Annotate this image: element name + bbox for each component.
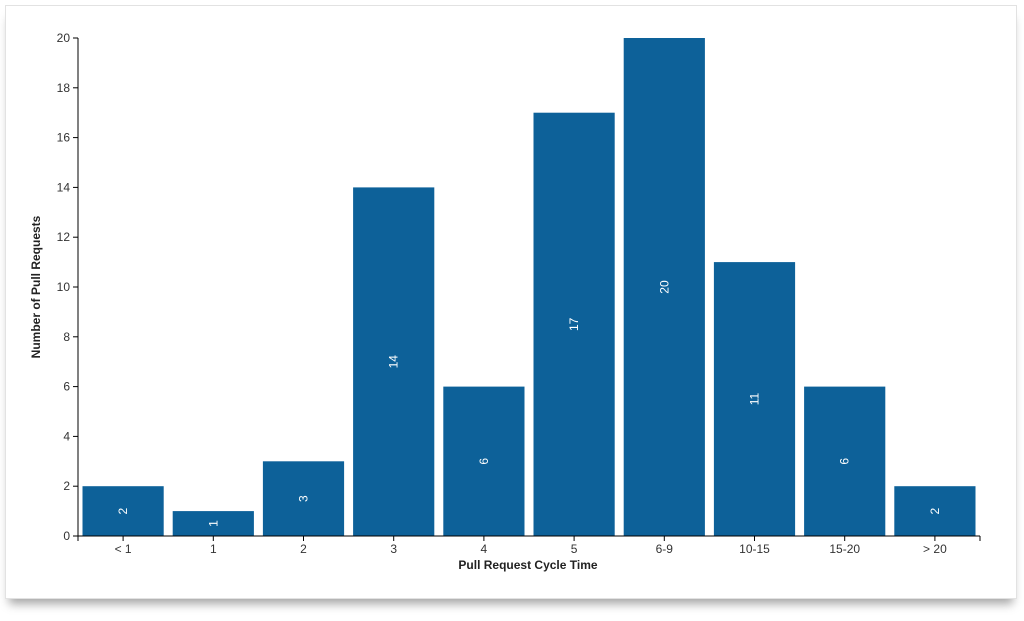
bar[interactable] (894, 486, 976, 536)
x-tick-label: < 1 (115, 542, 132, 556)
bar[interactable] (262, 461, 345, 536)
y-tick-label: 20 (57, 31, 71, 45)
bar[interactable] (623, 38, 705, 536)
bar-value-label: 20 (657, 280, 671, 294)
bar[interactable] (353, 187, 435, 536)
bar-value-label: 11 (748, 393, 762, 406)
y-axis-title: Number of Pull Requests (29, 215, 43, 358)
y-tick-label: 0 (63, 529, 70, 543)
bar[interactable] (533, 112, 615, 536)
y-tick-label: 8 (63, 330, 70, 344)
bar-value-label: 6 (838, 458, 852, 465)
y-tick-label: 16 (57, 131, 71, 145)
x-axis: < 1 1 2 3 4 5 6-9 10-15 15-20 > 20 (77, 535, 981, 556)
bars: 2 1 3 14 6 17 20 11 6 2 (82, 38, 976, 536)
x-tick-label: 6-9 (656, 542, 674, 556)
bar[interactable] (172, 511, 254, 536)
y-tick-label: 6 (63, 380, 70, 394)
x-tick-label: 10-15 (739, 542, 770, 556)
y-tick-label: 4 (63, 429, 70, 443)
bar-value-label: 14 (387, 355, 401, 369)
y-tick-label: 14 (57, 180, 71, 194)
x-tick-label: 15-20 (829, 542, 860, 556)
x-axis-title: Pull Request Cycle Time (458, 558, 597, 572)
bar-value-label: 2 (928, 507, 942, 514)
y-tick-label: 12 (57, 230, 71, 244)
y-tick-label: 18 (57, 81, 71, 95)
x-tick-label: 2 (300, 542, 307, 556)
bar[interactable] (804, 386, 886, 536)
x-tick-label: > 20 (923, 542, 947, 556)
x-tick-label: 5 (571, 542, 578, 556)
x-tick-label: 1 (210, 542, 217, 556)
y-tick-label: 10 (57, 280, 71, 294)
x-tick-label: 3 (390, 542, 397, 556)
bar[interactable] (443, 386, 525, 536)
bar-value-label: 2 (116, 507, 130, 514)
y-tick-label: 2 (63, 479, 70, 493)
bar-value-label: 3 (297, 495, 311, 502)
bar[interactable] (82, 486, 164, 536)
bar-value-label: 1 (206, 520, 220, 527)
x-tick-label: 4 (481, 542, 488, 556)
bar[interactable] (713, 262, 796, 536)
y-axis: 0 2 4 6 8 10 12 14 16 18 20 (57, 31, 79, 543)
bar-value-label: 17 (567, 317, 581, 331)
bar-value-label: 6 (477, 458, 491, 465)
